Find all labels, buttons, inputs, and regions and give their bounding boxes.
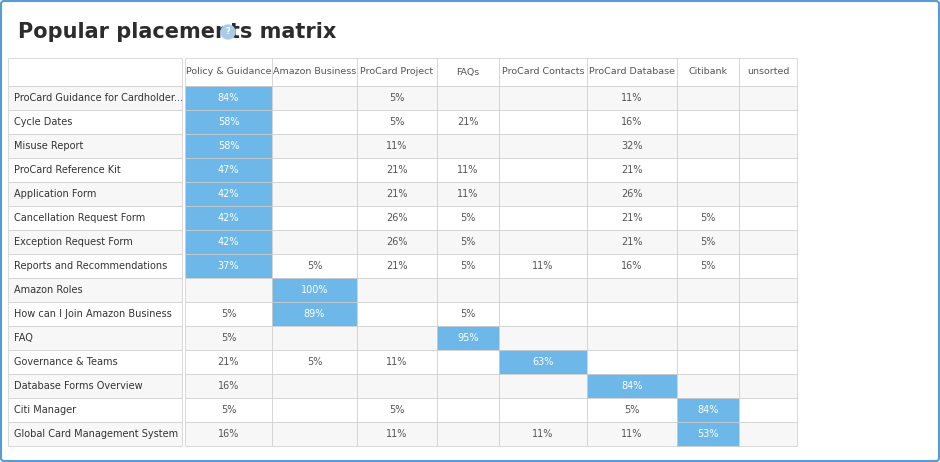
Text: 26%: 26% — [386, 237, 408, 247]
Bar — [677, 302, 739, 326]
Bar — [499, 302, 587, 326]
Bar — [587, 86, 677, 110]
Text: 42%: 42% — [218, 189, 240, 199]
Text: 16%: 16% — [621, 117, 643, 127]
Text: 58%: 58% — [218, 141, 240, 151]
Bar — [499, 254, 587, 278]
Bar — [272, 326, 357, 350]
Bar — [437, 158, 499, 182]
Text: 5%: 5% — [221, 309, 236, 319]
Bar — [185, 182, 272, 206]
Text: 21%: 21% — [621, 237, 643, 247]
Bar — [677, 206, 739, 230]
Bar — [499, 58, 587, 86]
Text: 21%: 21% — [386, 189, 408, 199]
Bar — [8, 254, 182, 278]
Bar — [739, 86, 797, 110]
Text: 5%: 5% — [221, 333, 236, 343]
Bar — [739, 206, 797, 230]
Bar — [357, 182, 437, 206]
Text: Amazon Roles: Amazon Roles — [14, 285, 83, 295]
Bar — [8, 206, 182, 230]
Bar — [499, 326, 587, 350]
Bar — [357, 158, 437, 182]
Bar — [272, 302, 357, 326]
Text: 47%: 47% — [218, 165, 240, 175]
Text: 11%: 11% — [458, 165, 478, 175]
Bar — [8, 58, 182, 86]
Text: ?: ? — [226, 28, 230, 36]
Bar — [8, 230, 182, 254]
Bar — [8, 278, 182, 302]
Bar — [357, 302, 437, 326]
Bar — [8, 134, 182, 158]
Bar — [185, 206, 272, 230]
Bar — [272, 350, 357, 374]
Bar — [739, 302, 797, 326]
Bar — [357, 110, 437, 134]
Text: 16%: 16% — [218, 429, 239, 439]
Text: 5%: 5% — [389, 93, 405, 103]
Bar — [437, 350, 499, 374]
Bar — [272, 422, 357, 446]
Text: 5%: 5% — [624, 405, 640, 415]
Bar — [437, 230, 499, 254]
Text: 21%: 21% — [386, 261, 408, 271]
Text: 21%: 21% — [621, 165, 643, 175]
Text: Global Card Management System: Global Card Management System — [14, 429, 178, 439]
Text: Database Forms Overview: Database Forms Overview — [14, 381, 143, 391]
Text: Governance & Teams: Governance & Teams — [14, 357, 118, 367]
Bar — [739, 422, 797, 446]
Text: Popular placements matrix: Popular placements matrix — [18, 22, 337, 42]
Bar — [437, 110, 499, 134]
Bar — [8, 350, 182, 374]
Text: ProCard Contacts: ProCard Contacts — [502, 67, 585, 77]
Bar — [739, 374, 797, 398]
Bar — [8, 422, 182, 446]
Text: 26%: 26% — [386, 213, 408, 223]
Bar — [8, 302, 182, 326]
Bar — [272, 86, 357, 110]
Text: 16%: 16% — [218, 381, 239, 391]
Bar — [437, 374, 499, 398]
Bar — [739, 182, 797, 206]
Bar — [739, 278, 797, 302]
Bar — [677, 86, 739, 110]
Text: 5%: 5% — [221, 405, 236, 415]
Text: 5%: 5% — [306, 261, 322, 271]
Bar — [677, 398, 739, 422]
Text: unsorted: unsorted — [746, 67, 790, 77]
Text: 11%: 11% — [532, 261, 554, 271]
Bar — [587, 134, 677, 158]
Text: 32%: 32% — [621, 141, 643, 151]
Bar — [357, 86, 437, 110]
Text: 37%: 37% — [218, 261, 240, 271]
Bar — [272, 278, 357, 302]
Bar — [357, 206, 437, 230]
Text: 21%: 21% — [457, 117, 478, 127]
Bar — [677, 110, 739, 134]
Bar — [677, 134, 739, 158]
Bar — [499, 206, 587, 230]
Bar — [185, 278, 272, 302]
Bar — [677, 350, 739, 374]
Bar — [677, 422, 739, 446]
Text: 21%: 21% — [386, 165, 408, 175]
Bar — [437, 58, 499, 86]
Text: Cancellation Request Form: Cancellation Request Form — [14, 213, 146, 223]
Text: 5%: 5% — [700, 261, 715, 271]
Text: 11%: 11% — [386, 429, 408, 439]
Text: 16%: 16% — [621, 261, 643, 271]
Bar — [739, 398, 797, 422]
Bar — [437, 398, 499, 422]
Bar — [499, 422, 587, 446]
Text: 5%: 5% — [461, 213, 476, 223]
Bar — [357, 230, 437, 254]
Bar — [272, 58, 357, 86]
Text: 63%: 63% — [532, 357, 554, 367]
Bar — [739, 58, 797, 86]
Text: 21%: 21% — [218, 357, 240, 367]
Bar — [587, 230, 677, 254]
Bar — [587, 58, 677, 86]
